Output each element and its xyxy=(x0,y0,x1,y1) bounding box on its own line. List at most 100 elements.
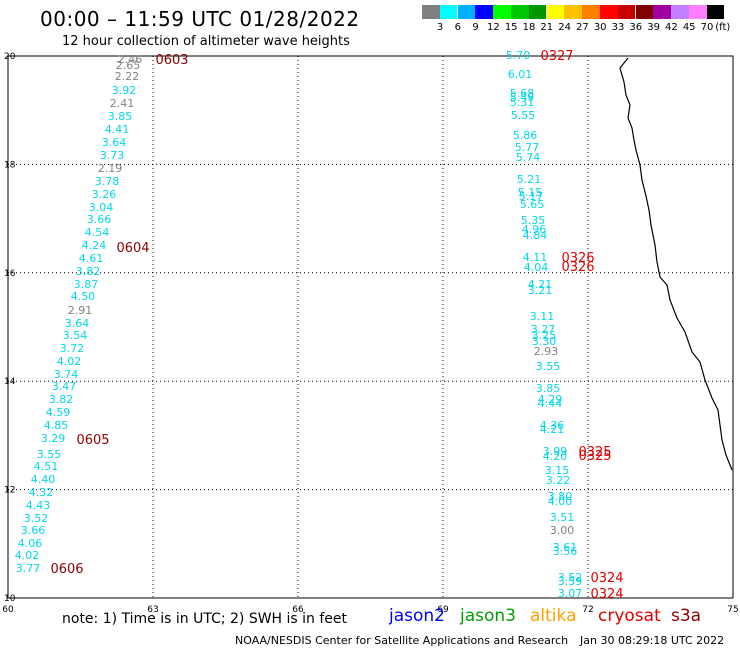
legend-label: 39 xyxy=(647,22,660,33)
wave-height-value: 3.30 xyxy=(532,335,557,348)
wave-height-value: 4.32 xyxy=(29,486,54,499)
legend-swatch xyxy=(600,5,618,19)
wave-height-value: 4.06 xyxy=(18,537,43,550)
footer-timestamp: Jan 30 08:29:18 UTC 2022 xyxy=(580,634,725,647)
legend-label: 12 xyxy=(487,22,500,33)
legend-label: 42 xyxy=(665,22,678,33)
wave-height-value: 5.77 xyxy=(515,141,540,154)
wave-height-value: 5.74 xyxy=(516,151,541,164)
pass-time-label: 0325 xyxy=(578,445,611,460)
wave-height-value: 2.46 xyxy=(118,53,143,66)
wave-height-value: 2.91 xyxy=(68,304,93,317)
wave-height-value: 3.61 xyxy=(553,541,578,554)
wave-height-value: 4.20 xyxy=(543,450,568,463)
lon-tick-label: 75 xyxy=(727,605,738,615)
wave-height-value: 4.21 xyxy=(528,278,553,291)
wave-height-value: 6.01 xyxy=(508,68,533,81)
wave-height-value: 4.29 xyxy=(538,393,563,406)
wave-height-value: 3.22 xyxy=(546,474,571,487)
legend-swatch xyxy=(457,5,476,19)
wave-height-value: 3.55 xyxy=(536,360,561,373)
wave-height-value: 3.92 xyxy=(112,84,137,97)
wave-height-value: 5.49 xyxy=(510,91,535,104)
legend-label: 45 xyxy=(682,22,696,33)
legend-swatch xyxy=(422,5,440,19)
wave-height-value: 3.00 xyxy=(550,524,575,537)
legend-swatch xyxy=(617,5,636,19)
wave-height-value: 4.51 xyxy=(34,460,59,473)
wave-height-value: 2.93 xyxy=(534,345,559,358)
wave-height-value: 3.55 xyxy=(37,448,62,461)
lon-tick-label: 60 xyxy=(2,605,14,615)
wave-height-value: 3.51 xyxy=(550,511,575,524)
satellite-label-cryosat: cryosat xyxy=(598,606,661,626)
wave-height-value: 3.25 xyxy=(532,329,557,342)
lon-tick-label: 66 xyxy=(292,605,304,615)
wave-height-value: 2.22 xyxy=(115,70,140,83)
pass-time-label: 0324 xyxy=(590,587,623,602)
wave-height-value: 3.07 xyxy=(558,587,583,600)
wave-height-value: 3.21 xyxy=(528,284,553,297)
legend-swatch xyxy=(493,5,511,19)
wave-height-value: 2.41 xyxy=(110,97,135,110)
lat-tick-label: 14 xyxy=(4,377,16,387)
wave-height-value: 3.85 xyxy=(108,110,133,123)
pass-time-label: 0603 xyxy=(155,53,188,68)
wave-height-value: 5.21 xyxy=(517,173,542,186)
legend-label: 21 xyxy=(540,22,554,33)
legend-swatch xyxy=(546,5,565,19)
wave-height-value: 3.47 xyxy=(52,380,77,393)
wave-height-value: 4.24 xyxy=(82,239,107,252)
wave-height-value: 4.40 xyxy=(31,473,56,486)
legend-swatch xyxy=(439,5,458,19)
wave-height-value: 3.29 xyxy=(41,432,66,445)
legend-swatch xyxy=(582,5,600,19)
wave-height-value: 3.99 xyxy=(543,445,568,458)
wave-height-value: 3.64 xyxy=(102,136,127,149)
wave-height-value: 3.27 xyxy=(531,323,556,336)
satellite-label-s3a: s3a xyxy=(671,606,702,626)
wave-height-value: 5.15 xyxy=(518,186,543,199)
legend-swatch xyxy=(689,5,707,19)
lon-tick-label: 69 xyxy=(437,605,449,615)
legend-label: 30 xyxy=(593,22,607,33)
pass-time-label: 0325 xyxy=(578,449,611,464)
pass-time-label: 0605 xyxy=(76,433,109,448)
satellite-label-altika: altika xyxy=(530,606,577,626)
wave-height-value: 4.85 xyxy=(44,419,69,432)
legend-swatch xyxy=(511,5,529,19)
wave-height-value: 3.59 xyxy=(558,575,583,588)
pass-time-label: 0327 xyxy=(540,49,573,64)
wave-height-value: 5.31 xyxy=(510,96,535,109)
legend-swatch xyxy=(564,5,582,19)
lon-tick-label: 72 xyxy=(582,605,593,615)
legend-swatch xyxy=(475,5,493,19)
map-gridlines xyxy=(8,56,733,598)
wave-height-value: 5.70 xyxy=(506,49,531,62)
wave-height-value: 2.19 xyxy=(98,162,123,175)
pass-time-label: 0606 xyxy=(50,562,83,577)
wave-height-value: 4.54 xyxy=(85,226,110,239)
wave-height-value: 5.17 xyxy=(519,190,544,203)
legend-swatch xyxy=(635,5,654,19)
page-title: 00:00 – 11:59 UTC 01/28/2022 xyxy=(40,7,360,31)
wave-height-value: 3.80 xyxy=(548,490,573,503)
wave-height-value: 3.72 xyxy=(60,342,85,355)
pass-time-label: 0324 xyxy=(590,571,623,586)
wave-height-value: 3.11 xyxy=(530,310,555,323)
satellite-label-jason3: jason3 xyxy=(460,606,516,626)
legend-label: 24 xyxy=(558,22,571,33)
lat-tick-label: 20 xyxy=(4,52,16,62)
wave-height-value: 4.36 xyxy=(540,419,565,432)
wave-height-value: 4.43 xyxy=(26,499,51,512)
wave-height-value: 3.04 xyxy=(89,201,114,214)
wave-height-value: 4.44 xyxy=(538,397,563,410)
wave-height-value: 4.59 xyxy=(46,406,71,419)
legend-unit: (ft) xyxy=(715,22,731,33)
satellite-label-jason2: jason2 xyxy=(389,606,445,626)
wave-height-value: 5.65 xyxy=(520,198,545,211)
wave-height-value: 3.78 xyxy=(95,175,120,188)
wave-height-value: 4.21 xyxy=(540,423,565,436)
legend-label: 70 xyxy=(700,22,714,33)
